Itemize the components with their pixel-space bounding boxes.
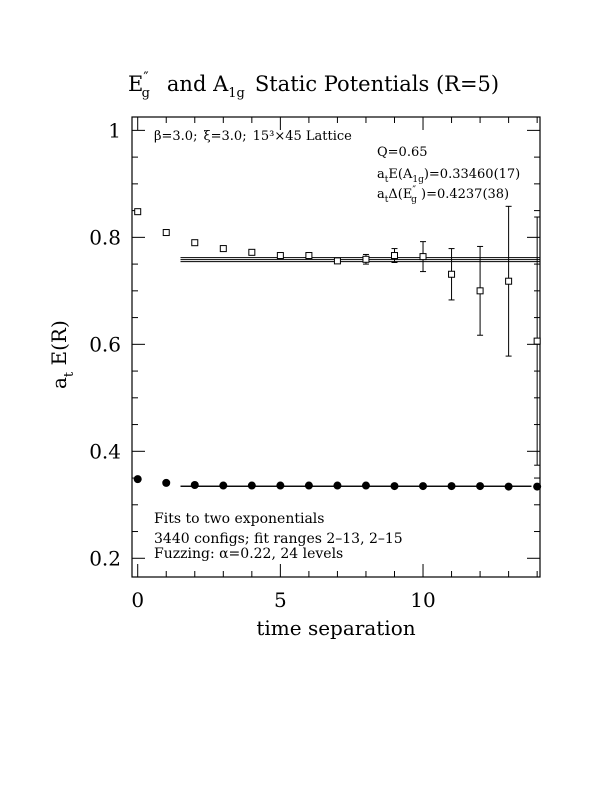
data-point-circle [333,481,342,490]
data-point-square [191,239,199,247]
y-tick-label: 0.4 [89,439,121,463]
data-markers [133,208,542,491]
y-tick-label: 0.6 [89,332,121,356]
error-bars [362,205,541,466]
data-point-circle [162,478,171,487]
data-point-square [248,248,256,256]
data-point-square [276,252,284,260]
configs-annotation: 3440 configs; fit ranges 2–13, 2–15 [154,531,403,547]
data-point-square [134,208,142,216]
y-tick-label: 0.2 [89,546,121,570]
a1g-energy-annotation: atE(A1g)=0.33460(17) [377,167,520,185]
data-point-circle [219,481,228,490]
data-point-circle [133,475,142,484]
x-tick-label: 0 [131,588,144,612]
axis-tick-labels: 0 5 10 0.2 0.4 0.6 0.8 1 [89,118,436,612]
data-point-circle [304,481,313,490]
plot-frame [131,116,541,578]
data-point-circle [533,482,542,491]
data-point-square [476,287,484,295]
y-tick-label: 0.8 [89,225,121,249]
chart-title: E″ g and A1g Static Potentials (R=5) [128,70,499,101]
x-tick-label: 5 [274,588,287,612]
fuzzing-annotation: Fuzzing: α=0.22, 24 levels [154,546,343,562]
data-point-circle [447,482,456,491]
y-axis-label: at E(R) [47,320,77,389]
lattice-annotation: β=3.0; ξ=3.0; 15³×45 Lattice [154,129,352,144]
data-point-square [305,252,313,260]
data-point-square [362,255,370,263]
x-axis-label: time separation [256,616,415,640]
data-point-square [448,270,456,278]
data-point-square [419,253,427,261]
data-point-circle [390,482,399,491]
eg-gap-annotation: atΔ(E″ g )=0.4237(38) [377,185,509,205]
data-point-circle [476,482,485,491]
data-point-square [533,337,541,345]
data-point-square [390,252,398,260]
y-tick-label: 1 [108,118,121,142]
fit-bands [180,257,540,487]
data-point-square [162,229,170,237]
data-point-circle [504,482,513,491]
data-point-square [219,245,227,253]
data-point-square [505,277,513,285]
q-annotation: Q=0.65 [377,145,428,160]
data-point-circle [361,481,370,490]
data-point-circle [419,482,428,491]
axis-ticks [132,117,540,577]
data-point-circle [247,481,256,490]
data-point-square [333,257,341,265]
fits-annotation: Fits to two exponentials [154,511,324,527]
x-tick-label: 10 [410,588,435,612]
data-point-circle [276,481,285,490]
data-point-circle [190,481,199,489]
